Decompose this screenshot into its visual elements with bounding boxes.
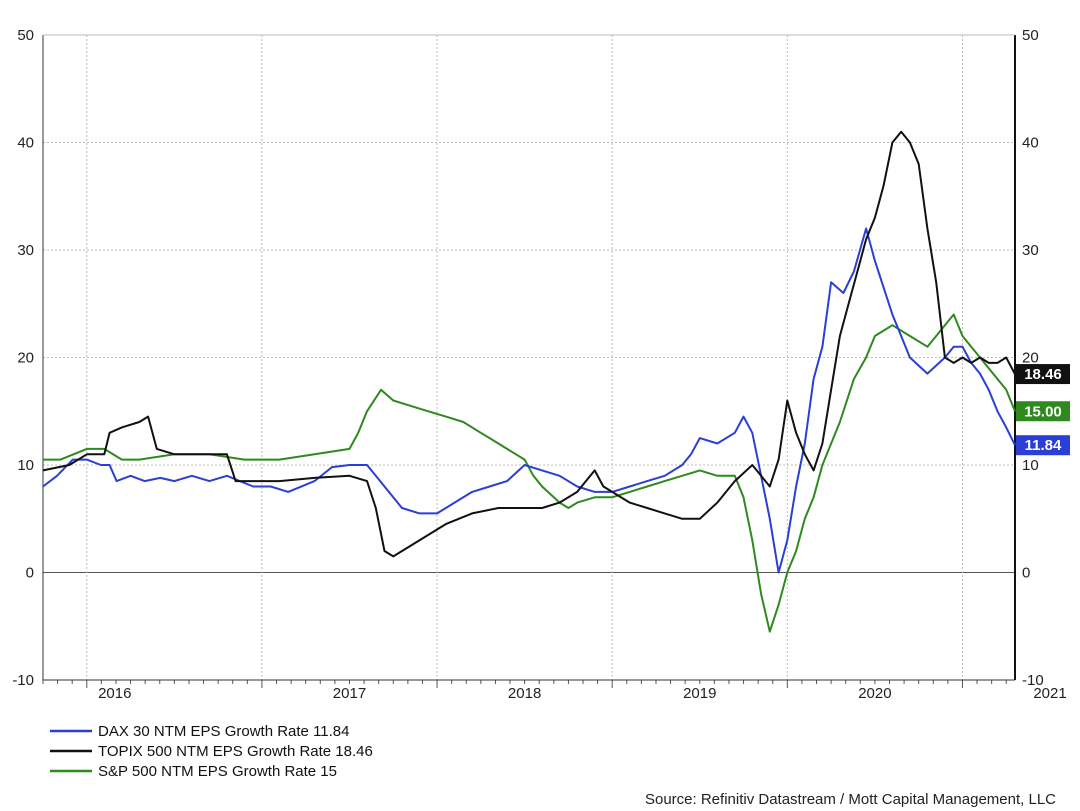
badge-value: 18.46: [1024, 366, 1062, 383]
y-tick-label-right: 40: [1022, 135, 1039, 152]
badge-bg: [1016, 364, 1070, 385]
year-label: 2020: [858, 685, 891, 702]
last-value-badge: 15.00: [1016, 401, 1070, 422]
y-tick-label-right: -10: [1022, 672, 1044, 689]
y-tick-label-right: 50: [1022, 27, 1039, 44]
y-tick-label-left: 10: [17, 457, 34, 474]
legend: DAX 30 NTM EPS Growth Rate 11.84 TOPIX 50…: [50, 723, 373, 780]
y-tick-label-right: 10: [1022, 457, 1039, 474]
year-label: 2019: [683, 685, 716, 702]
badge-bg: [1016, 401, 1070, 422]
source-note: Source: Refinitiv Datastream / Mott Capi…: [645, 791, 1056, 808]
y-tick-label-right: 30: [1022, 242, 1039, 259]
legend-label: S&P 500 NTM EPS Growth Rate 15: [98, 763, 337, 780]
last-value-badge: 11.84: [1016, 435, 1070, 456]
series-line-2: [43, 313, 1016, 633]
y-tick-label-left: 40: [17, 135, 34, 152]
y-tick-label-right: 0: [1022, 565, 1030, 582]
badge-value: 11.84: [1025, 437, 1062, 454]
last-value-badge: 18.46: [1016, 364, 1070, 385]
series-layer: [42, 130, 1016, 633]
year-label: 2016: [98, 685, 131, 702]
year-label: 2017: [333, 685, 366, 702]
legend-label: TOPIX 500 NTM EPS Growth Rate 18.46: [98, 743, 373, 760]
y-tick-label-left: 30: [17, 242, 34, 259]
badge-value: 15.00: [1024, 403, 1062, 420]
badge-bg: [1016, 435, 1070, 456]
year-label: 2021: [1033, 685, 1066, 702]
legend-label: DAX 30 NTM EPS Growth Rate 11.84: [98, 723, 350, 740]
year-label: 2018: [508, 685, 541, 702]
y-tick-label-left: 0: [26, 565, 34, 582]
last-value-badges: 11.84 18.46 15.00: [1016, 364, 1070, 456]
y-tick-label-left: 50: [17, 27, 34, 44]
y-tick-label-left: -10: [12, 672, 34, 689]
y-tick-label-left: 20: [17, 350, 34, 367]
series-line-1: [42, 130, 1016, 558]
y-tick-label-right: 20: [1022, 350, 1039, 367]
